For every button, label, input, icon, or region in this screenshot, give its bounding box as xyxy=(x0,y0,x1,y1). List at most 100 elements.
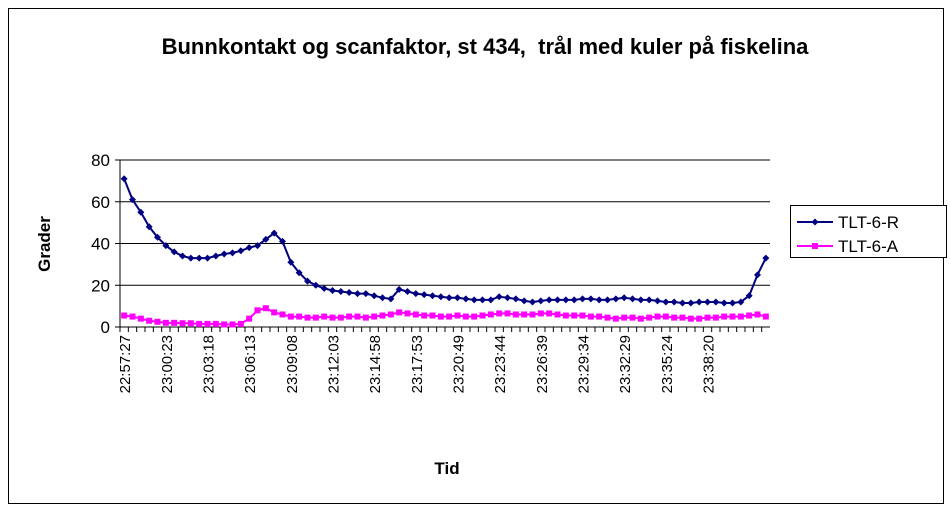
marker xyxy=(429,312,436,319)
marker xyxy=(612,295,620,303)
marker xyxy=(129,313,136,320)
marker xyxy=(229,249,236,257)
x-tick-label: 22:57:27 xyxy=(117,335,134,393)
marker xyxy=(187,320,194,327)
marker xyxy=(562,296,570,304)
marker xyxy=(629,314,636,321)
marker xyxy=(604,296,611,304)
x-tick-label: 23:14:58 xyxy=(367,335,384,393)
marker xyxy=(737,298,745,306)
marker xyxy=(720,299,728,307)
marker xyxy=(754,271,761,279)
marker xyxy=(220,250,228,258)
marker xyxy=(746,312,753,319)
marker xyxy=(346,313,353,320)
x-tick-label: 23:17:53 xyxy=(409,335,426,393)
marker xyxy=(379,312,386,319)
marker xyxy=(629,295,636,303)
marker xyxy=(287,258,295,266)
marker xyxy=(679,299,686,307)
marker xyxy=(437,313,444,320)
marker xyxy=(670,298,678,306)
marker xyxy=(704,314,711,321)
marker xyxy=(262,235,270,243)
marker xyxy=(654,313,661,320)
marker xyxy=(329,314,336,321)
x-tick-label: 23:23:44 xyxy=(492,335,509,393)
marker xyxy=(212,320,219,327)
marker xyxy=(254,307,261,314)
legend-marker xyxy=(811,218,819,226)
marker xyxy=(721,313,728,320)
marker xyxy=(162,242,170,250)
marker xyxy=(712,298,720,306)
marker xyxy=(454,294,461,302)
marker xyxy=(412,311,419,318)
marker xyxy=(487,311,494,318)
marker xyxy=(470,296,478,304)
marker xyxy=(370,292,378,300)
marker xyxy=(279,311,286,318)
marker xyxy=(387,311,394,318)
marker xyxy=(504,310,511,317)
marker xyxy=(212,252,220,260)
marker xyxy=(270,229,278,237)
marker xyxy=(396,309,403,316)
marker xyxy=(620,294,628,302)
marker xyxy=(612,315,619,322)
x-tick-label: 23:00:23 xyxy=(159,335,176,393)
marker xyxy=(737,313,744,320)
y-axis-label: Grader xyxy=(35,216,54,272)
marker xyxy=(729,313,736,320)
marker xyxy=(554,296,561,304)
marker xyxy=(621,314,628,321)
marker xyxy=(337,314,344,321)
marker xyxy=(312,314,319,321)
marker xyxy=(262,305,269,312)
marker xyxy=(362,314,369,321)
marker xyxy=(521,311,528,318)
x-tick-label: 23:29:34 xyxy=(576,335,593,393)
marker xyxy=(437,293,445,301)
marker xyxy=(196,320,203,327)
marker xyxy=(379,294,386,302)
marker xyxy=(204,320,211,327)
marker xyxy=(687,299,695,307)
chart-title: Bunnkontakt og scanfaktor, st 434, trål … xyxy=(161,34,809,59)
marker xyxy=(204,254,211,262)
marker xyxy=(745,292,753,300)
marker xyxy=(637,296,645,304)
marker xyxy=(495,293,503,301)
marker xyxy=(312,281,320,289)
marker xyxy=(246,315,253,322)
x-tick-label: 23:12:03 xyxy=(326,335,343,393)
marker xyxy=(604,314,611,321)
marker xyxy=(129,196,136,204)
marker xyxy=(345,289,353,297)
marker xyxy=(271,309,278,316)
marker xyxy=(321,313,328,320)
x-tick-label: 23:06:13 xyxy=(242,335,259,393)
marker xyxy=(395,285,403,293)
marker xyxy=(462,313,469,320)
marker xyxy=(187,254,195,262)
marker xyxy=(595,296,603,304)
marker xyxy=(662,313,669,320)
marker xyxy=(412,290,420,298)
marker xyxy=(679,314,686,321)
marker xyxy=(371,313,378,320)
x-tick-label: 23:03:18 xyxy=(201,335,218,393)
marker xyxy=(137,208,145,216)
marker xyxy=(562,312,569,319)
marker xyxy=(446,313,453,320)
marker xyxy=(404,288,411,296)
y-tick-label: 60 xyxy=(91,193,110,212)
marker xyxy=(545,296,553,304)
marker xyxy=(179,320,186,327)
marker xyxy=(229,321,236,328)
marker xyxy=(154,318,161,325)
marker xyxy=(512,295,520,303)
marker xyxy=(537,310,544,317)
